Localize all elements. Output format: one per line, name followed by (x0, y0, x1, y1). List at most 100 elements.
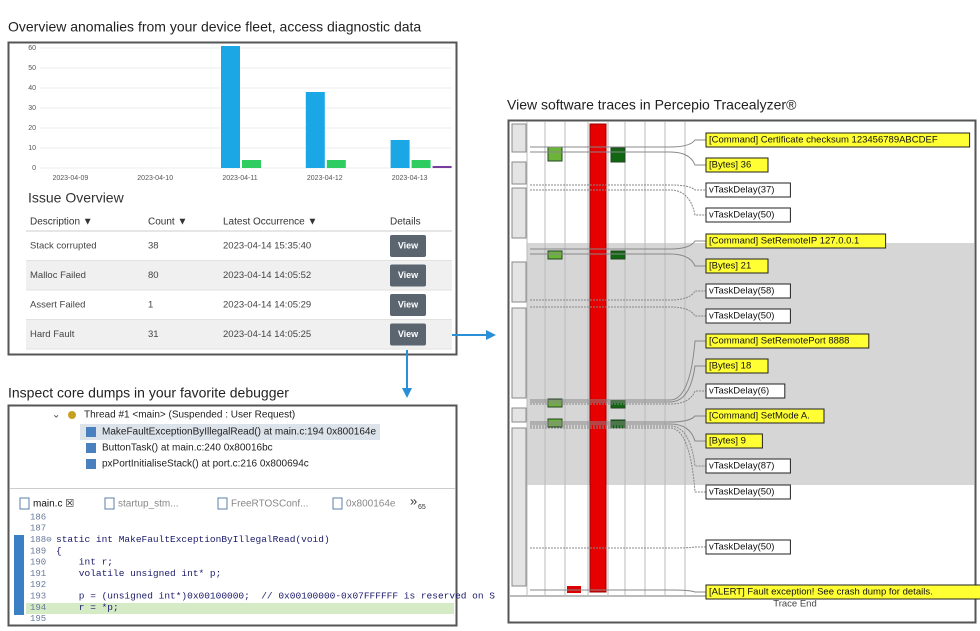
thread: Thread #1 <main> (Suspended : User Reque… (84, 410, 295, 421)
caption: Overview anomalies from your device flee… (8, 19, 421, 35)
y-tick-label: 30 (28, 105, 36, 112)
line-number: 186 (30, 512, 46, 522)
line-number: 187 (30, 524, 46, 534)
trace-label-box (705, 458, 791, 474)
trace-label-box (705, 308, 791, 324)
separator (10, 488, 455, 489)
view-button-label[interactable]: View (398, 329, 419, 339)
trace-label-box (705, 132, 971, 148)
view-button[interactable] (390, 323, 426, 346)
trace-connector (530, 290, 706, 301)
tab-overflow[interactable]: » (410, 493, 417, 508)
trace-event (547, 398, 563, 408)
tab-overflow-count[interactable]: 65 (418, 504, 426, 511)
tab-icon[interactable] (332, 497, 343, 510)
lane-block (511, 187, 527, 239)
trace-label-box (705, 233, 887, 249)
bar (242, 160, 261, 168)
view-button-label[interactable]: View (398, 240, 419, 250)
trace-label: [Bytes] 18 (709, 361, 751, 372)
table-cell: 2023-04-14 14:05:52 (223, 270, 311, 281)
trace-label: vTaskDelay(6) (709, 386, 769, 397)
bar (305, 92, 325, 168)
trace-label: [Command] SetRemoteIP 127.0.0.1 (709, 236, 859, 247)
code-line: volatile unsigned int* p; (56, 568, 221, 579)
x-tick-label: 2023-04-09 (52, 175, 88, 182)
trace-event (610, 147, 626, 163)
view-button[interactable] (390, 294, 426, 316)
code-line: p = (unsigned int*)0x00100000; // 0x0010… (56, 591, 495, 602)
trace-connector (530, 240, 706, 250)
trace-label: vTaskDelay(50) (709, 210, 774, 221)
caption: View software traces in Percepio Traceal… (507, 97, 797, 113)
editor-tab[interactable]: startup_stm... (118, 499, 179, 510)
trace-task (589, 123, 607, 593)
x-tick-label: 2023-04-10 (137, 175, 173, 182)
y-tick-label: 10 (28, 145, 36, 152)
line-number: 191 (30, 569, 46, 579)
lane-block (511, 407, 527, 423)
editor-tab[interactable]: FreeRTOSConf... (231, 499, 308, 510)
table-cell: 38 (148, 241, 159, 252)
trace-connector (530, 340, 706, 401)
bar (390, 140, 410, 168)
trace-label-box (705, 207, 791, 223)
tab-icon[interactable] (104, 497, 115, 510)
trace-label-box (705, 283, 791, 299)
table-title: Issue Overview (28, 190, 125, 206)
column-header: Description ▼ (30, 217, 93, 228)
trace-connector (530, 415, 706, 423)
column-header: Latest Occurrence ▼ (223, 217, 317, 228)
trace-label: vTaskDelay(50) (709, 487, 774, 498)
trace-label-box (705, 182, 791, 198)
column-header: Count ▼ (148, 217, 187, 228)
y-tick-label: 50 (28, 65, 36, 72)
y-tick-label: 60 (28, 45, 36, 52)
editor-tab[interactable]: main.c ☒ (33, 499, 74, 510)
frame-icon (86, 443, 96, 453)
trace-connector (530, 589, 706, 593)
trace-end-label: Trace End (773, 599, 816, 610)
trace-event (547, 146, 563, 162)
current-line (26, 603, 454, 614)
line-number: 192 (30, 580, 46, 590)
table-cell: 2023-04-14 14:05:29 (223, 300, 311, 311)
trace-label: [ALERT] Fault exception! See crash dump … (709, 587, 933, 598)
table-cell: Assert Failed (30, 300, 85, 311)
view-button-label[interactable]: View (398, 270, 419, 280)
trace-label-box (705, 539, 791, 555)
bar (221, 46, 240, 168)
trace-label: vTaskDelay(50) (709, 311, 774, 322)
view-button[interactable] (390, 264, 426, 287)
editor-tab[interactable]: 0x800164e (346, 499, 396, 510)
x-tick-label: 2023-04-13 (392, 175, 428, 182)
trace-label: vTaskDelay(58) (709, 286, 774, 297)
frame-icon (86, 427, 96, 437)
line-number: 194 (30, 603, 46, 613)
arrow-head (486, 330, 496, 340)
table-cell: 2023-04-14 14:05:25 (223, 329, 311, 340)
stack-frame: pxPortInitialiseStack() at port.c:216 0x… (102, 459, 309, 470)
line-number: 189 (30, 546, 46, 556)
trace-connector (530, 184, 706, 191)
stack-frame: MakeFaultExceptionByIllegalRead() at mai… (102, 427, 376, 438)
trace-connector (530, 253, 706, 267)
trace-event (610, 250, 626, 260)
selected-frame (80, 424, 380, 440)
y-tick-label: 0 (32, 165, 36, 172)
bar (411, 160, 431, 168)
view-button-label[interactable]: View (398, 299, 419, 309)
trace-connector (530, 425, 706, 467)
lane-block (511, 427, 527, 587)
view-button[interactable] (390, 235, 426, 257)
tab-icon[interactable] (19, 497, 30, 510)
tab-icon[interactable] (217, 497, 228, 510)
arrow-head (402, 388, 412, 398)
table-cell: Malloc Failed (30, 270, 86, 281)
y-tick-label: 40 (28, 85, 36, 92)
lane-block (511, 161, 527, 185)
trace-label: [Command] SetRemotePort 8888 (709, 336, 849, 347)
x-tick-label: 2023-04-11 (222, 175, 257, 182)
caption: Inspect core dumps in your favorite debu… (8, 385, 289, 401)
bar (432, 166, 452, 168)
